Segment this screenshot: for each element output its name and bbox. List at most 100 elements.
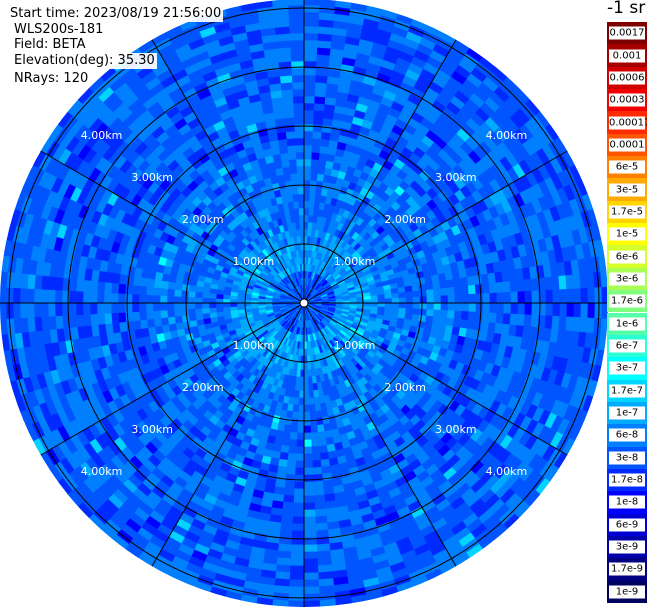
data-cell	[303, 32, 319, 41]
data-cell	[292, 502, 305, 511]
data-cell	[460, 311, 470, 321]
data-cell	[318, 444, 328, 454]
data-cell	[117, 302, 126, 313]
data-cell	[303, 572, 319, 581]
data-cell	[96, 302, 105, 315]
data-cell	[318, 12, 335, 21]
data-cell	[309, 411, 317, 420]
data-cell	[319, 145, 329, 155]
data-cell	[310, 158, 320, 168]
data-cell	[467, 284, 477, 295]
data-cell	[318, 152, 328, 162]
data-cell	[209, 311, 218, 319]
data-cell	[303, 207, 310, 216]
data-cell	[187, 302, 196, 310]
data-cell	[271, 599, 289, 607]
data-cell	[384, 302, 393, 308]
data-cell	[132, 319, 142, 331]
data-cell	[319, 0, 337, 7]
data-cell	[110, 302, 119, 314]
data-cell	[303, 425, 312, 434]
data-cell	[288, 438, 298, 448]
data-cell	[236, 302, 245, 307]
data-cell	[316, 424, 325, 433]
data-cell	[97, 313, 106, 325]
data-cell	[307, 376, 313, 385]
data-cell	[187, 308, 196, 316]
data-cell	[145, 286, 155, 296]
data-cell	[222, 302, 231, 308]
data-cell	[285, 473, 296, 483]
data-cell	[118, 312, 127, 323]
data-cell	[321, 472, 333, 482]
data-cell	[314, 403, 322, 412]
data-cell	[405, 291, 414, 298]
data-cell	[167, 316, 176, 325]
data-cell	[587, 287, 596, 304]
data-cell	[303, 523, 317, 532]
data-cell	[495, 312, 504, 325]
data-cell	[573, 288, 582, 304]
data-cell	[166, 302, 175, 311]
data-cell	[13, 317, 22, 334]
data-cell	[303, 439, 312, 448]
data-cell	[166, 309, 175, 318]
data-cell	[440, 302, 449, 311]
data-cell	[89, 291, 98, 304]
data-cell	[509, 313, 518, 326]
data-cell	[152, 286, 162, 296]
data-cell	[90, 313, 99, 326]
data-cell	[310, 438, 320, 448]
data-cell	[319, 451, 329, 461]
data-cell	[236, 305, 245, 311]
data-cell	[111, 282, 120, 294]
data-cell	[215, 306, 224, 313]
data-cell	[524, 290, 533, 304]
data-cell	[544, 276, 553, 291]
data-cell	[410, 278, 419, 287]
data-cell	[466, 275, 476, 287]
data-cell	[600, 270, 608, 288]
data-cell	[404, 285, 413, 293]
data-cell	[545, 289, 554, 304]
data-cell	[303, 165, 312, 174]
data-cell	[292, 509, 305, 518]
data-cell	[454, 294, 463, 304]
data-cell	[222, 298, 231, 304]
data-cell	[159, 295, 168, 304]
data-cell	[317, 571, 334, 580]
data-cell	[273, 585, 290, 594]
data-cell	[201, 302, 210, 309]
data-cell	[398, 302, 407, 309]
data-cell	[320, 131, 332, 141]
data-cell	[489, 302, 498, 314]
data-cell	[180, 308, 189, 317]
data-cell	[303, 404, 310, 413]
data-cell	[189, 319, 198, 328]
data-cell	[309, 404, 316, 413]
data-cell	[303, 172, 312, 181]
data-cell	[320, 458, 331, 468]
data-cell	[303, 53, 318, 62]
data-cell	[303, 383, 309, 392]
data-cell	[303, 432, 312, 441]
data-cell	[132, 275, 142, 287]
data-cell	[426, 295, 435, 304]
data-cell	[277, 458, 288, 468]
data-cell	[439, 280, 448, 289]
data-cell	[303, 25, 319, 34]
data-cell	[303, 109, 315, 118]
data-cell	[303, 123, 314, 132]
data-cell	[424, 275, 433, 285]
data-cell	[516, 313, 525, 327]
data-cell	[383, 288, 392, 295]
data-cell	[308, 390, 315, 399]
data-cell	[439, 317, 448, 326]
data-cell	[303, 116, 314, 125]
data-cell	[316, 47, 332, 56]
data-cell	[310, 425, 318, 434]
data-cell	[309, 193, 316, 202]
data-cell	[572, 273, 581, 290]
data-cell	[27, 316, 36, 333]
data-cell	[27, 273, 36, 290]
